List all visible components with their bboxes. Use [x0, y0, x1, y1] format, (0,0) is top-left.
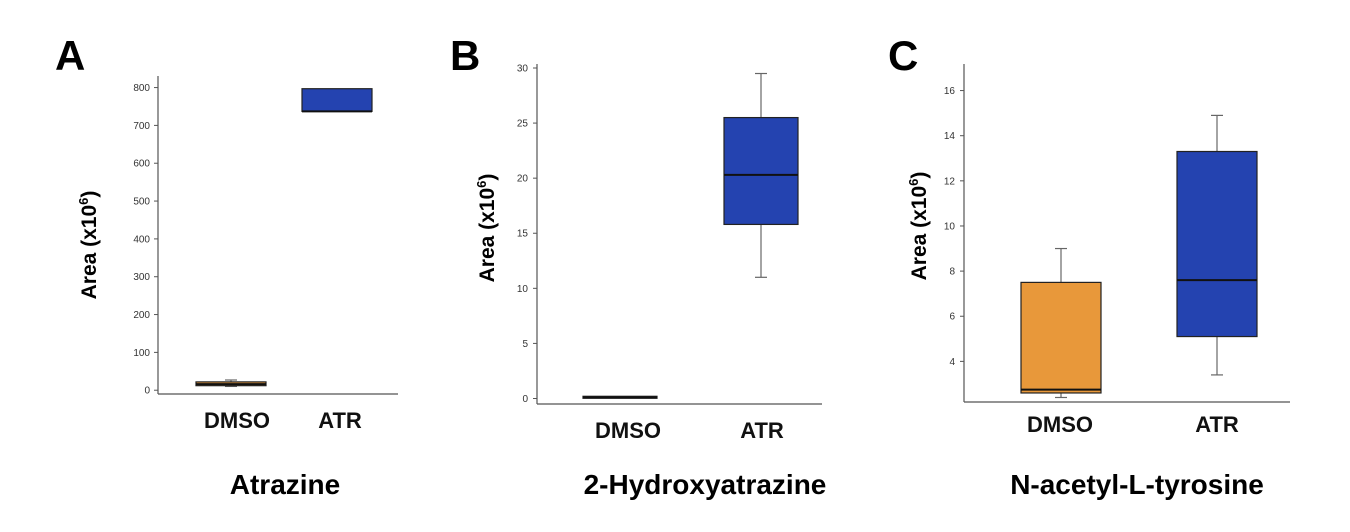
box-dmso	[1020, 247, 1102, 399]
y-tick-label: 4	[949, 357, 955, 368]
box-series	[582, 72, 799, 399]
x-tick-label-atr: ATR	[740, 418, 784, 443]
box-series	[195, 88, 373, 388]
y-tick-label: 12	[944, 176, 956, 187]
y-tick-label: 25	[517, 119, 529, 130]
box-series	[1020, 114, 1258, 399]
box-dmso	[195, 379, 267, 388]
y-tick-label: 200	[133, 310, 150, 321]
box-body	[723, 116, 799, 226]
box-atr	[1176, 114, 1258, 376]
x-tick-label-atr: ATR	[318, 408, 362, 433]
panel-letter: C	[888, 32, 918, 79]
y-tick-label: 6	[949, 312, 955, 323]
y-tick-label: 600	[133, 159, 150, 170]
y-tick-label: 800	[133, 83, 150, 94]
x-tick-label-dmso: DMSO	[204, 408, 270, 433]
panel-letter: B	[450, 32, 480, 79]
y-tick-label: 100	[133, 348, 150, 359]
box-atr	[301, 88, 373, 113]
y-tick-label: 20	[517, 174, 529, 185]
y-tick-label: 8	[949, 267, 955, 278]
y-axis-title: Area (x106)	[906, 172, 931, 281]
box-body	[1020, 281, 1102, 394]
y-axis-title: Area (x106)	[474, 174, 499, 283]
y-tick-label: 500	[133, 197, 150, 208]
y-tick-label: 16	[944, 86, 956, 97]
box-atr	[723, 72, 799, 278]
box-dmso	[582, 395, 658, 399]
y-tick-label: 700	[133, 121, 150, 132]
x-tick-label-atr: ATR	[1195, 412, 1239, 437]
axes	[963, 64, 1290, 403]
y-tick-label: 15	[517, 229, 529, 240]
chart-title: N-acetyl-L-tyrosine	[1010, 469, 1264, 500]
y-tick-label: 14	[944, 131, 956, 142]
chart-title: 2-Hydroxyatrazine	[584, 469, 827, 500]
axes	[157, 76, 398, 395]
axes	[536, 64, 822, 405]
panel-c: C Area (x106) 4 6 8 10 12 14 16 DMSO ATR N-ace…	[888, 32, 1290, 500]
x-tick-label-dmso: DMSO	[1027, 412, 1093, 437]
y-ticks: 0 100 200 300 400 500 600 700 800	[133, 83, 158, 397]
box-body	[1176, 150, 1258, 338]
y-tick-label: 30	[517, 64, 529, 75]
y-tick-label: 400	[133, 234, 150, 245]
y-tick-label: 10	[944, 221, 956, 232]
y-tick-label: 5	[522, 339, 528, 350]
chart-title: Atrazine	[230, 469, 340, 500]
y-axis-title: Area (x106)	[76, 191, 101, 300]
y-tick-label: 300	[133, 272, 150, 283]
y-ticks: 4 6 8 10 12 14 16	[944, 86, 964, 368]
y-tick-label: 10	[517, 284, 529, 295]
panel-letter: A	[55, 32, 85, 79]
y-tick-label: 0	[522, 394, 528, 405]
box-body	[301, 88, 373, 112]
y-ticks: 0 5 10 15 20 25 30	[517, 64, 537, 405]
panel-b: B Area (x106) 0 5 10 15 20 25 30 DMSO ATR 2-Hy…	[450, 32, 826, 500]
y-tick-label: 0	[144, 386, 150, 397]
panel-a: A Area (x106) 0100200300400500600700800 …	[55, 32, 398, 500]
x-tick-label-dmso: DMSO	[595, 418, 661, 443]
